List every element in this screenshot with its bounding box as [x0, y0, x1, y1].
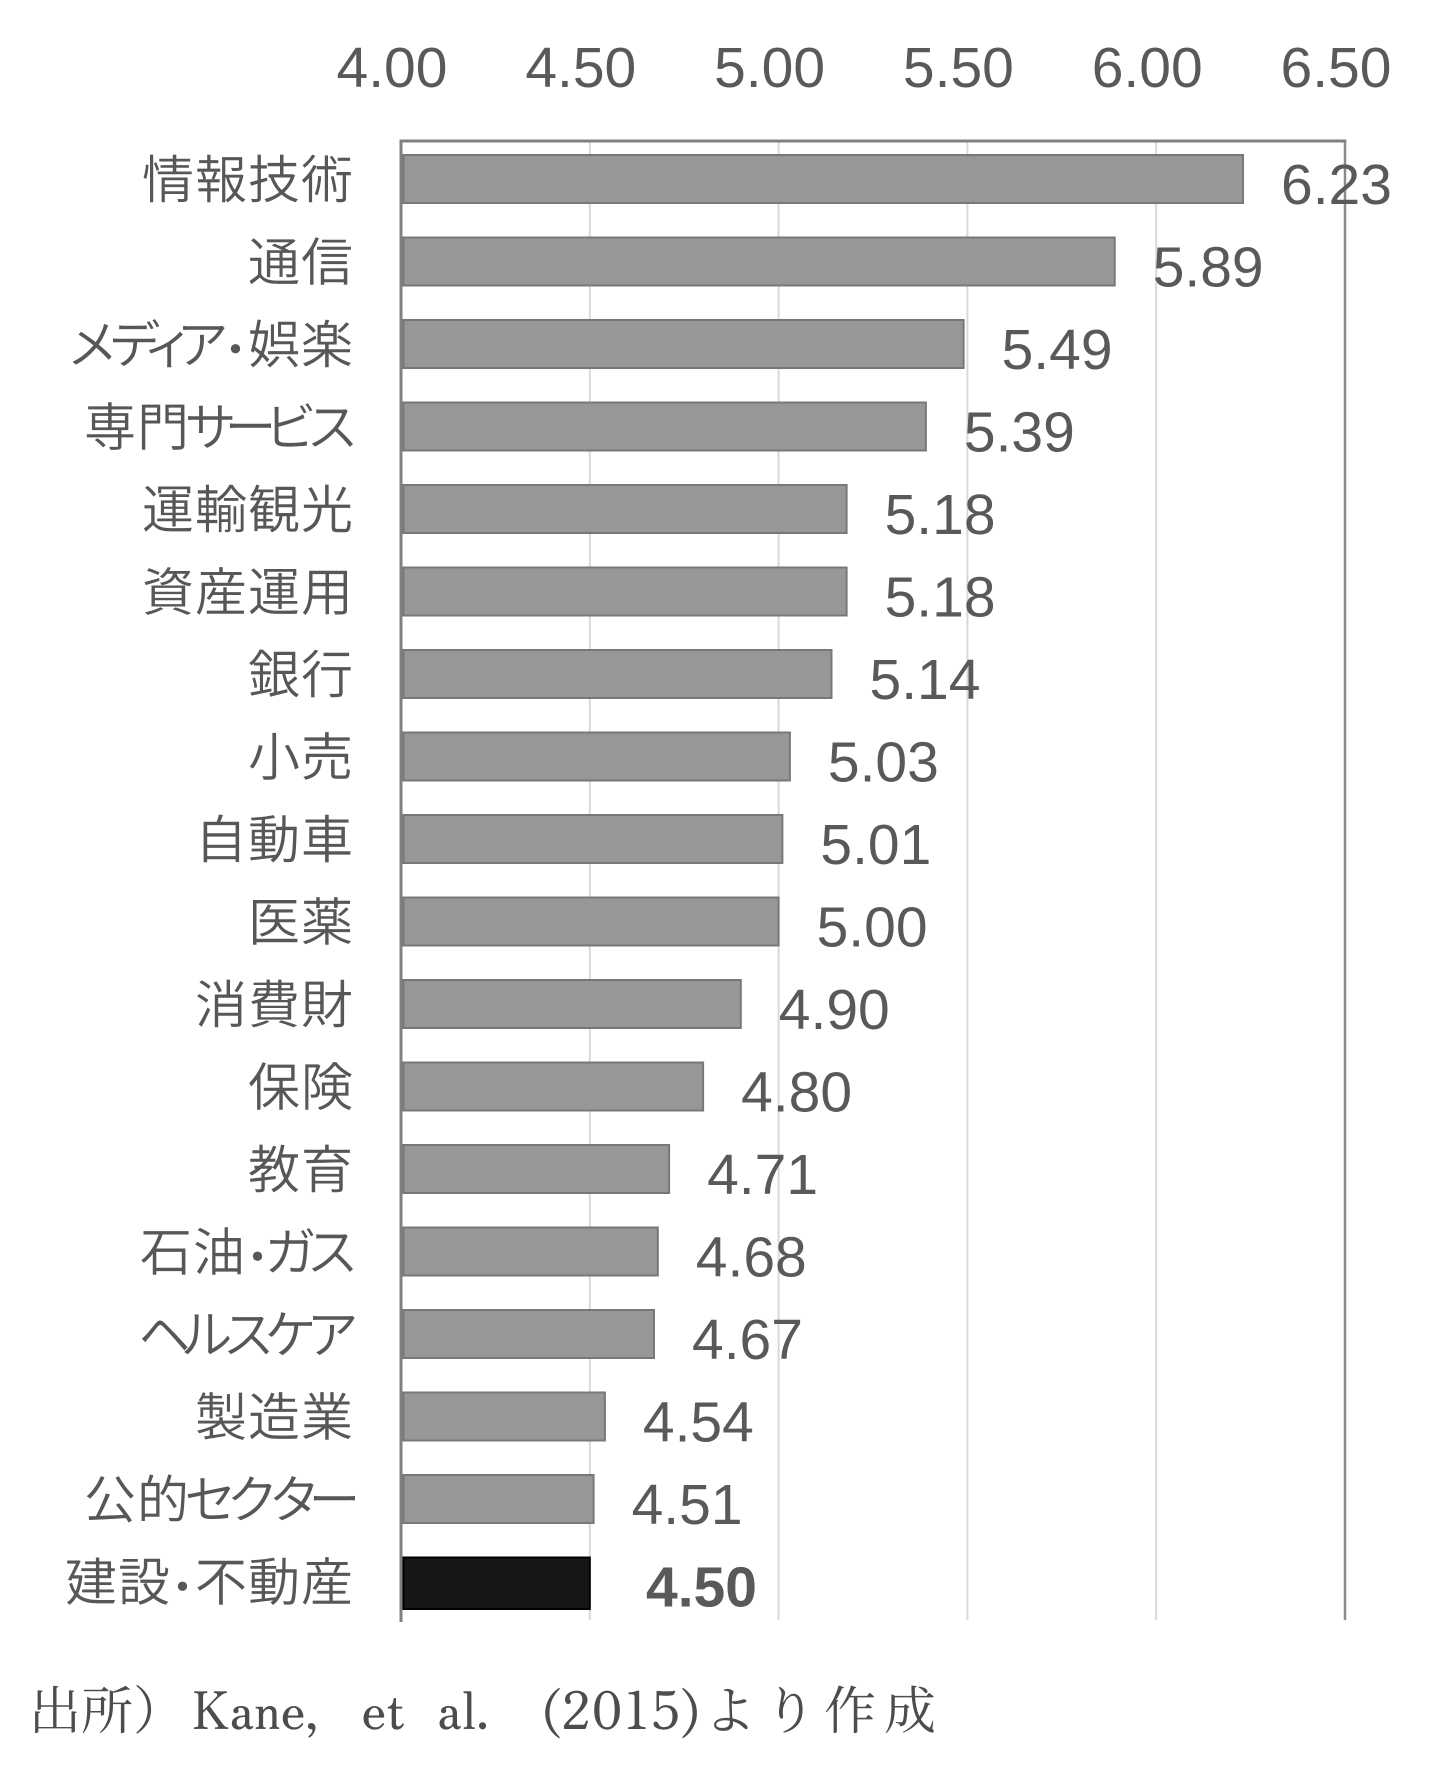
- svg-text:5.50: 5.50: [903, 36, 1014, 100]
- svg-text:4.00: 4.00: [337, 36, 448, 100]
- svg-text:6.50: 6.50: [1281, 36, 1392, 100]
- svg-text:4.50: 4.50: [525, 36, 636, 100]
- svg-text:4.50: 4.50: [646, 1556, 757, 1620]
- svg-text:5.39: 5.39: [964, 401, 1075, 465]
- svg-text:4.80: 4.80: [741, 1061, 852, 1125]
- svg-text:5.14: 5.14: [870, 648, 981, 712]
- svg-text:4.68: 4.68: [696, 1226, 807, 1290]
- svg-text:6.23: 6.23: [1281, 153, 1392, 217]
- svg-text:4.71: 4.71: [707, 1143, 818, 1207]
- svg-text:6.00: 6.00: [1092, 36, 1203, 100]
- svg-text:4.51: 4.51: [632, 1473, 743, 1537]
- svg-text:4.54: 4.54: [643, 1391, 754, 1455]
- svg-text:5.00: 5.00: [817, 896, 928, 960]
- svg-text:5.00: 5.00: [714, 36, 825, 100]
- svg-text:4.67: 4.67: [692, 1308, 803, 1372]
- svg-text:5.03: 5.03: [828, 731, 939, 795]
- svg-text:5.01: 5.01: [820, 813, 931, 877]
- svg-text:5.18: 5.18: [885, 483, 996, 547]
- svg-text:5.89: 5.89: [1153, 236, 1264, 300]
- svg-text:5.49: 5.49: [1002, 318, 1113, 382]
- svg-text:5.18: 5.18: [885, 566, 996, 630]
- svg-text:4.90: 4.90: [779, 978, 890, 1042]
